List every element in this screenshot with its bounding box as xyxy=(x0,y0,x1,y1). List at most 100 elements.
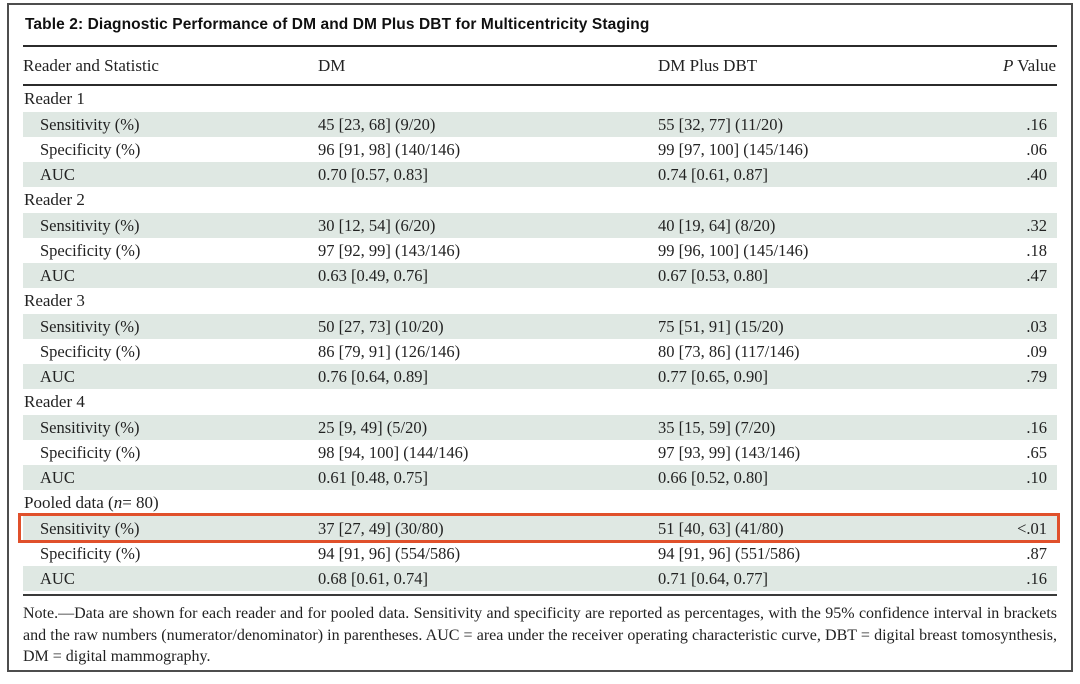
table-row: Specificity (%) 97 [92, 99] (143/146) 99… xyxy=(23,238,1057,263)
rule-below-header xyxy=(23,84,1057,86)
table-row: Specificity (%) 96 [91, 98] (140/146) 99… xyxy=(23,137,1057,162)
dm-cell: 0.70 [0.57, 0.83] xyxy=(318,164,428,184)
stat-cell: Specificity (%) xyxy=(40,139,141,159)
dm-cell: 98 [94, 100] (144/146) xyxy=(318,442,469,462)
dm-cell: 0.76 [0.64, 0.89] xyxy=(318,366,428,386)
table-row: Sensitivity (%) 25 [9, 49] (5/20) 35 [15… xyxy=(23,415,1057,440)
column-header-dm: DM xyxy=(318,55,346,75)
section-label-italic: n xyxy=(113,493,123,512)
stat-cell: Specificity (%) xyxy=(40,341,141,361)
section-label-text: Reader 1 xyxy=(24,89,85,108)
table-footnote: Note.—Data are shown for each reader and… xyxy=(23,605,1057,665)
p-value-cell: .03 xyxy=(1026,316,1047,336)
stat-cell: AUC xyxy=(40,164,75,184)
dm-cell: 25 [9, 49] (5/20) xyxy=(318,417,428,437)
stat-cell: Specificity (%) xyxy=(40,240,141,260)
dm-cell: 0.61 [0.48, 0.75] xyxy=(318,467,428,487)
table-row: Specificity (%) 94 [91, 96] (554/586) 94… xyxy=(23,541,1057,566)
column-header-reader-statistic: Reader and Statistic xyxy=(23,55,159,75)
p-value-cell: .40 xyxy=(1026,164,1047,184)
dm-dbt-cell: 0.67 [0.53, 0.80] xyxy=(658,265,768,285)
dm-dbt-cell: 97 [93, 99] (143/146) xyxy=(658,442,801,462)
p-value-cell: .65 xyxy=(1026,442,1047,462)
p-value-cell: .32 xyxy=(1026,215,1047,235)
column-header-dm-plus-dbt: DM Plus DBT xyxy=(658,55,758,75)
stat-cell: Sensitivity (%) xyxy=(40,215,140,235)
table-row-pooled-sensitivity: Sensitivity (%) 37 [27, 49] (30/80) 51 [… xyxy=(18,513,1060,543)
dm-dbt-cell: 75 [51, 91] (15/20) xyxy=(658,316,784,336)
p-value-rest: Value xyxy=(1013,55,1056,75)
p-value-cell: .79 xyxy=(1026,366,1047,386)
rule-above-note xyxy=(23,594,1057,596)
stat-cell: Specificity (%) xyxy=(40,543,141,563)
section-label-text: Pooled data ( xyxy=(24,493,114,512)
dm-cell: 0.68 [0.61, 0.74] xyxy=(318,568,428,588)
dm-dbt-cell: 35 [15, 59] (7/20) xyxy=(658,417,776,437)
table-row: AUC 0.61 [0.48, 0.75] 0.66 [0.52, 0.80] … xyxy=(23,465,1057,490)
dm-dbt-cell: 99 [97, 100] (145/146) xyxy=(658,139,809,159)
stat-cell: AUC xyxy=(40,568,75,588)
stat-cell: Sensitivity (%) xyxy=(40,316,140,336)
table-row: Sensitivity (%) 30 [12, 54] (6/20) 40 [1… xyxy=(23,213,1057,238)
section-label-text: Reader 3 xyxy=(24,291,85,310)
section-label-reader-4: Reader 4 xyxy=(23,389,1057,415)
p-value-cell: .16 xyxy=(1026,114,1047,134)
p-value-cell: .16 xyxy=(1026,568,1047,588)
stat-cell: AUC xyxy=(40,366,75,386)
p-value-cell: .06 xyxy=(1026,139,1047,159)
table-row: Sensitivity (%) 50 [27, 73] (10/20) 75 [… xyxy=(23,314,1057,339)
dm-dbt-cell: 51 [40, 63] (41/80) xyxy=(658,518,784,538)
table-row: AUC 0.76 [0.64, 0.89] 0.77 [0.65, 0.90] … xyxy=(23,364,1057,389)
dm-cell: 45 [23, 68] (9/20) xyxy=(318,114,436,134)
table-row: AUC 0.68 [0.61, 0.74] 0.71 [0.64, 0.77] … xyxy=(23,566,1057,591)
stat-cell: Sensitivity (%) xyxy=(40,518,140,538)
dm-dbt-cell: 99 [96, 100] (145/146) xyxy=(658,240,809,260)
stat-cell: Specificity (%) xyxy=(40,442,141,462)
p-value-italic-p: P xyxy=(1002,55,1014,75)
dm-cell: 30 [12, 54] (6/20) xyxy=(318,215,436,235)
table-row: AUC 0.70 [0.57, 0.83] 0.74 [0.61, 0.87] … xyxy=(23,162,1057,187)
dm-cell: 96 [91, 98] (140/146) xyxy=(318,139,461,159)
column-header-p-value: P Value xyxy=(988,56,1057,76)
section-label-post: = 80) xyxy=(122,493,159,512)
p-value-cell: .09 xyxy=(1026,341,1047,361)
dm-cell: 50 [27, 73] (10/20) xyxy=(318,316,444,336)
section-label-text: Reader 2 xyxy=(24,190,85,209)
p-value-cell: .47 xyxy=(1026,265,1047,285)
stat-cell: Sensitivity (%) xyxy=(40,114,140,134)
section-label-pooled-data: Pooled data (n = 80) xyxy=(23,490,1057,516)
dm-cell: 0.63 [0.49, 0.76] xyxy=(318,265,428,285)
dm-dbt-cell: 40 [19, 64] (8/20) xyxy=(658,215,776,235)
section-label-reader-2: Reader 2 xyxy=(23,187,1057,213)
dm-dbt-cell: 0.66 [0.52, 0.80] xyxy=(658,467,768,487)
table-body: Reader 1 Sensitivity (%) 45 [23, 68] (9/… xyxy=(18,86,1060,591)
table-figure: Table 2: Diagnostic Performance of DM an… xyxy=(7,3,1073,672)
section-label-text: Reader 4 xyxy=(24,392,85,411)
dm-dbt-cell: 0.74 [0.61, 0.87] xyxy=(658,164,768,184)
table-row: AUC 0.63 [0.49, 0.76] 0.67 [0.53, 0.80] … xyxy=(23,263,1057,288)
dm-dbt-cell: 94 [91, 96] (551/586) xyxy=(658,543,801,563)
stat-cell: AUC xyxy=(40,467,75,487)
dm-dbt-cell: 0.71 [0.64, 0.77] xyxy=(658,568,768,588)
rule-below-title xyxy=(23,45,1057,47)
p-value-cell: <.01 xyxy=(1017,518,1047,538)
stat-cell: Sensitivity (%) xyxy=(40,417,140,437)
p-value-cell: .87 xyxy=(1026,543,1047,563)
p-value-cell: .18 xyxy=(1026,240,1047,260)
dm-dbt-cell: 80 [73, 86] (117/146) xyxy=(658,341,800,361)
dm-cell: 97 [92, 99] (143/146) xyxy=(318,240,461,260)
dm-cell: 86 [79, 91] (126/146) xyxy=(318,341,461,361)
dm-cell: 94 [91, 96] (554/586) xyxy=(318,543,461,563)
table-row: Specificity (%) 86 [79, 91] (126/146) 80… xyxy=(23,339,1057,364)
section-label-reader-1: Reader 1 xyxy=(23,86,1057,112)
dm-dbt-cell: 55 [32, 77] (11/20) xyxy=(658,114,783,134)
p-value-cell: .16 xyxy=(1026,417,1047,437)
dm-dbt-cell: 0.77 [0.65, 0.90] xyxy=(658,366,768,386)
table-header-row: Reader and Statistic DM DM Plus DBT P Va… xyxy=(23,47,1057,84)
stat-cell: AUC xyxy=(40,265,75,285)
table-row: Specificity (%) 98 [94, 100] (144/146) 9… xyxy=(23,440,1057,465)
table-row: Sensitivity (%) 45 [23, 68] (9/20) 55 [3… xyxy=(23,112,1057,137)
table-title: Table 2: Diagnostic Performance of DM an… xyxy=(25,16,650,33)
dm-cell: 37 [27, 49] (30/80) xyxy=(318,518,444,538)
section-label-reader-3: Reader 3 xyxy=(23,288,1057,314)
